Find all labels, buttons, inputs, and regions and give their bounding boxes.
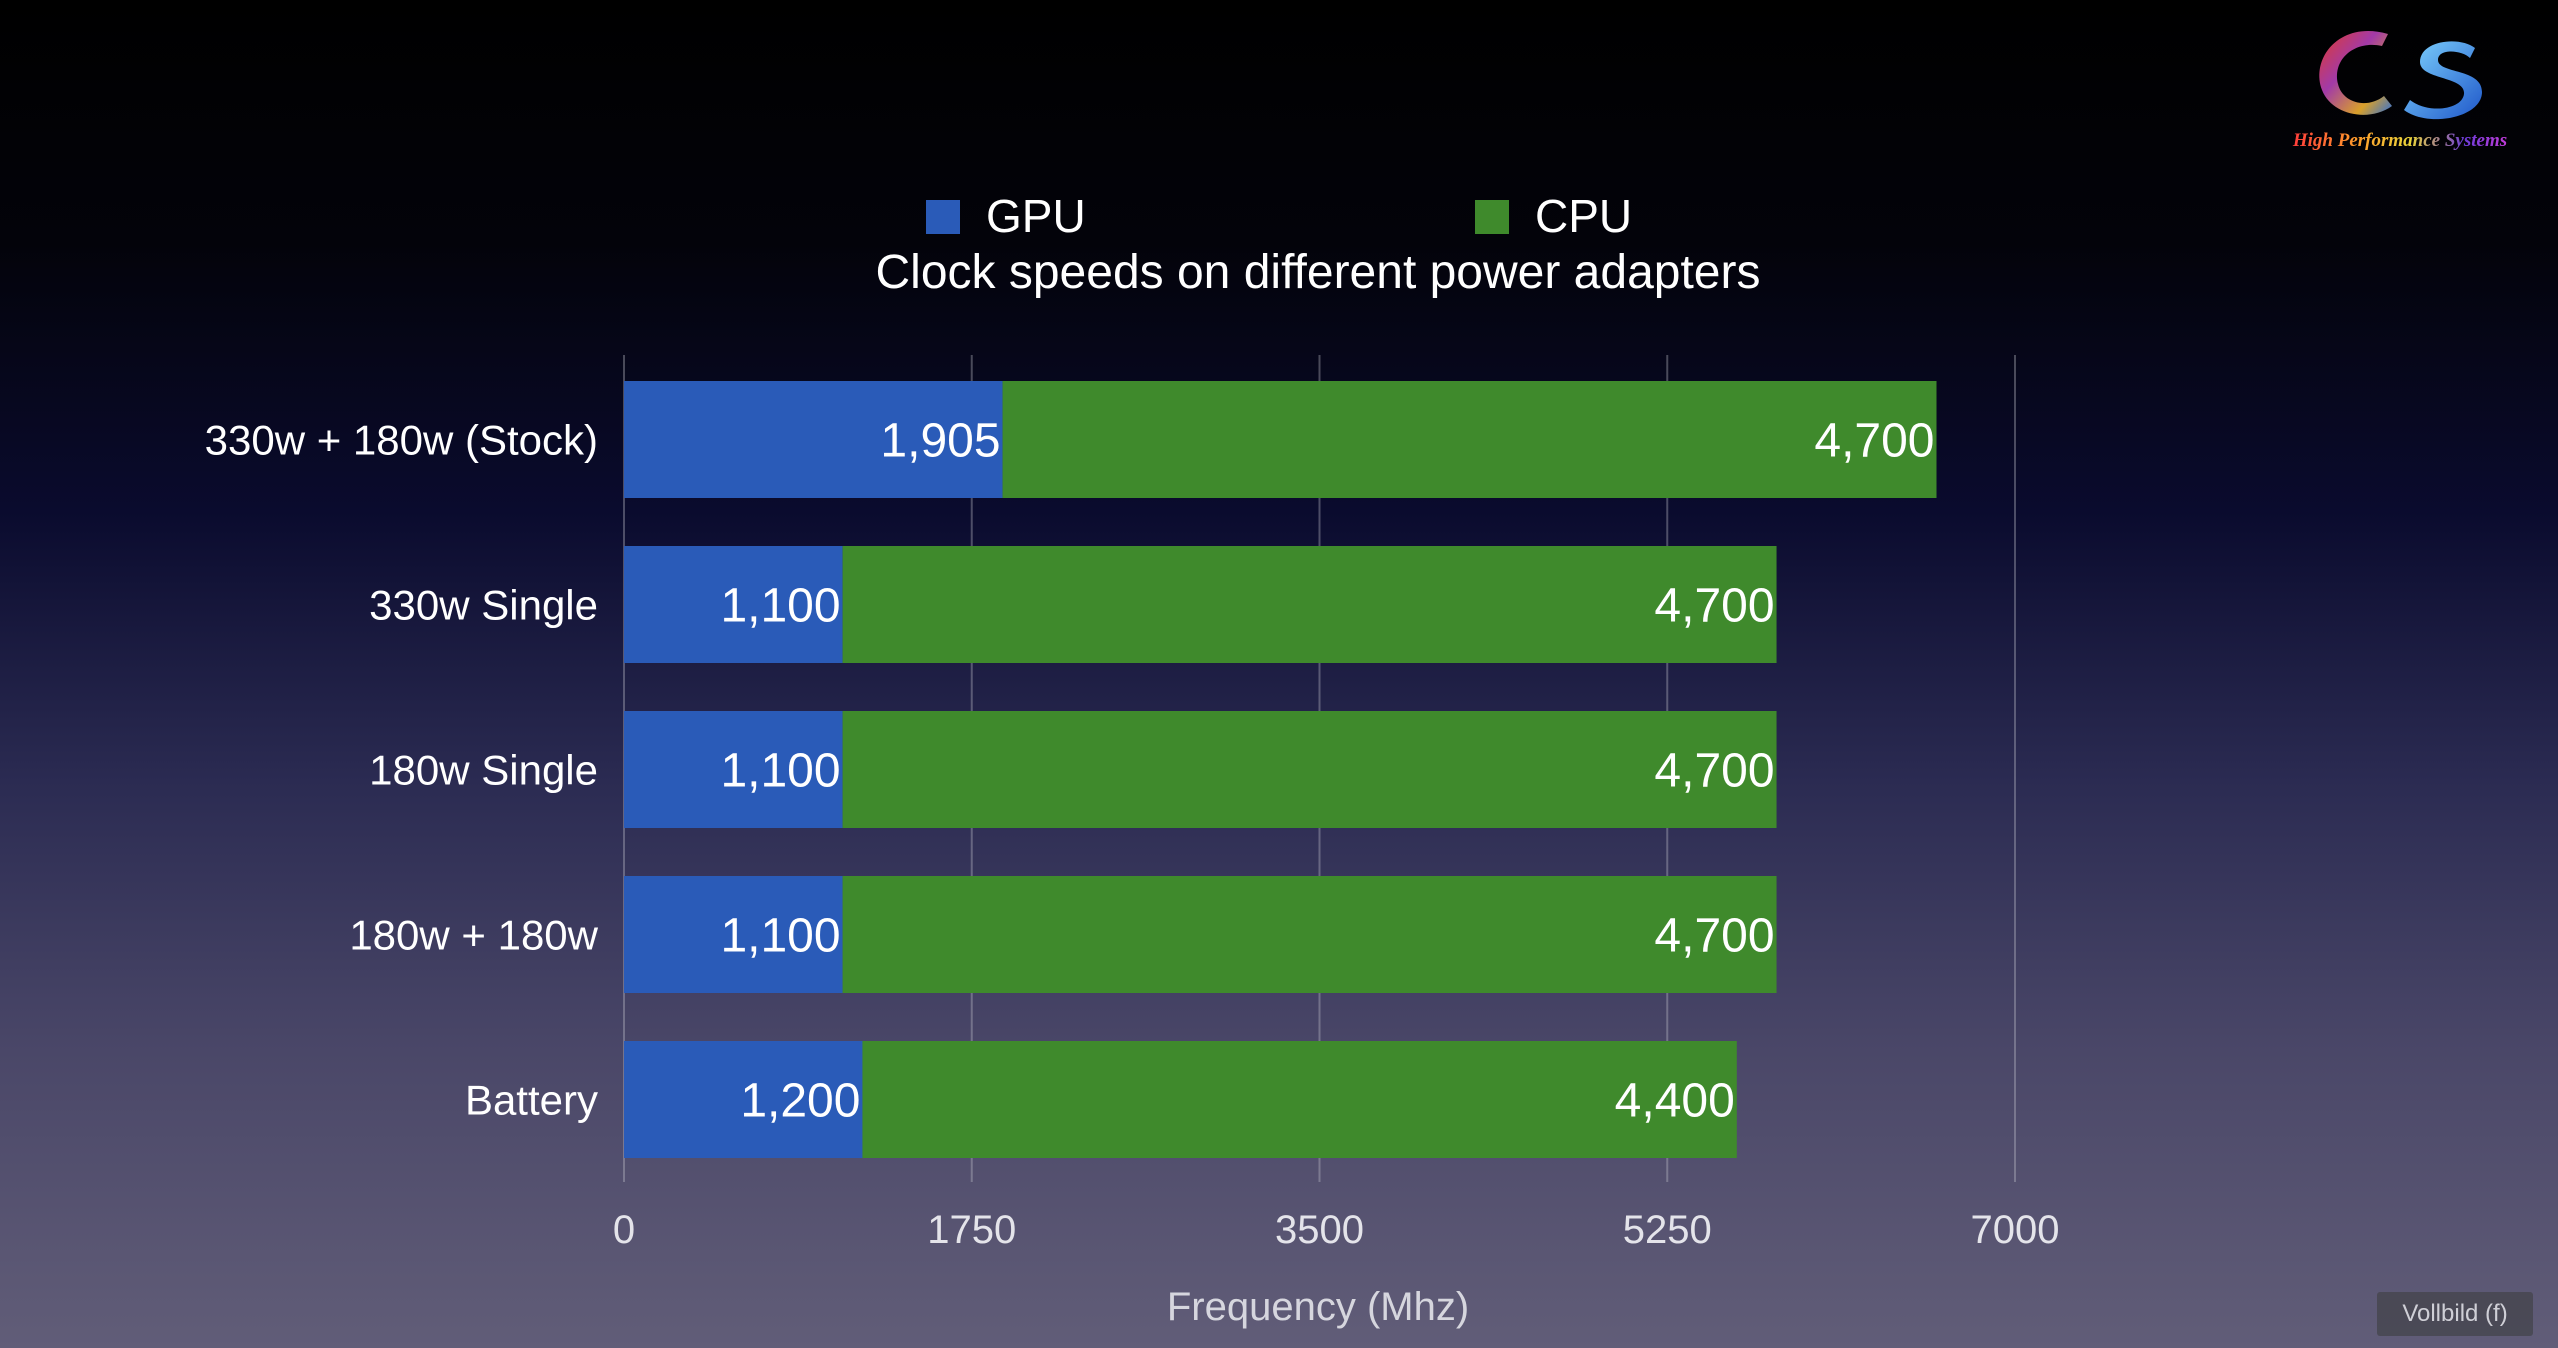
- data-label-gpu: 1,100: [720, 745, 840, 798]
- x-tick-labels: 0 1750 3500 5250 7000: [613, 1208, 2060, 1252]
- category-label: 330w + 180w (Stock): [205, 417, 598, 464]
- data-label-gpu: 1,905: [880, 415, 1000, 468]
- bar-gpu-4: [624, 1041, 863, 1158]
- x-tick-label: 3500: [1275, 1208, 1364, 1252]
- fullscreen-hint[interactable]: Vollbild (f): [2377, 1292, 2533, 1336]
- category-label: 180w + 180w: [349, 912, 598, 959]
- data-label-cpu: 4,700: [1654, 745, 1774, 798]
- x-tick-label: 5250: [1623, 1208, 1712, 1252]
- bar-cpu-3: [842, 876, 1777, 993]
- bar-gpu-0: [624, 381, 1003, 498]
- bar-cpu-2: [842, 711, 1777, 828]
- bar-gpu-2: [624, 711, 843, 828]
- category-label: 330w Single: [369, 582, 598, 629]
- x-tick-label: 0: [613, 1208, 635, 1252]
- data-label-cpu: 4,700: [1814, 415, 1934, 468]
- x-tick-label: 7000: [1971, 1208, 2060, 1252]
- legend-label-cpu: CPU: [1535, 190, 1632, 242]
- x-tick-label: 1750: [927, 1208, 1016, 1252]
- data-label-gpu: 1,100: [720, 910, 840, 963]
- bar-cpu-0: [1002, 381, 1937, 498]
- category-labels: 330w + 180w (Stock) 330w Single 180w Singl…: [205, 417, 599, 1124]
- category-label: 180w Single: [369, 747, 598, 794]
- data-labels: 1,905 4,700 1,100 4,700 1,100 4,700 1,100 4,700…: [720, 415, 1934, 1128]
- x-axis-label: Frequency (Mhz): [1167, 1285, 1469, 1329]
- cs-logo: High Performance Systems: [2270, 18, 2530, 168]
- bar-cpu-4: [862, 1041, 1737, 1158]
- data-label-cpu: 4,700: [1654, 580, 1774, 633]
- bars: [624, 381, 1937, 1158]
- legend-label-gpu: GPU: [986, 190, 1086, 242]
- legend: GPU CPU: [926, 190, 1632, 242]
- chart-title: Clock speeds on different power adapters: [876, 246, 1761, 299]
- data-label-gpu: 1,100: [720, 580, 840, 633]
- category-label: Battery: [465, 1077, 598, 1124]
- legend-swatch-gpu: [926, 200, 960, 234]
- bar-gpu-3: [624, 876, 843, 993]
- data-label-gpu: 1,200: [740, 1075, 860, 1128]
- bar-cpu-1: [842, 546, 1777, 663]
- logo-tagline: High Performance Systems: [2292, 130, 2507, 151]
- legend-swatch-cpu: [1475, 200, 1509, 234]
- data-label-cpu: 4,400: [1615, 1075, 1735, 1128]
- data-label-cpu: 4,700: [1654, 910, 1774, 963]
- bar-gpu-1: [624, 546, 843, 663]
